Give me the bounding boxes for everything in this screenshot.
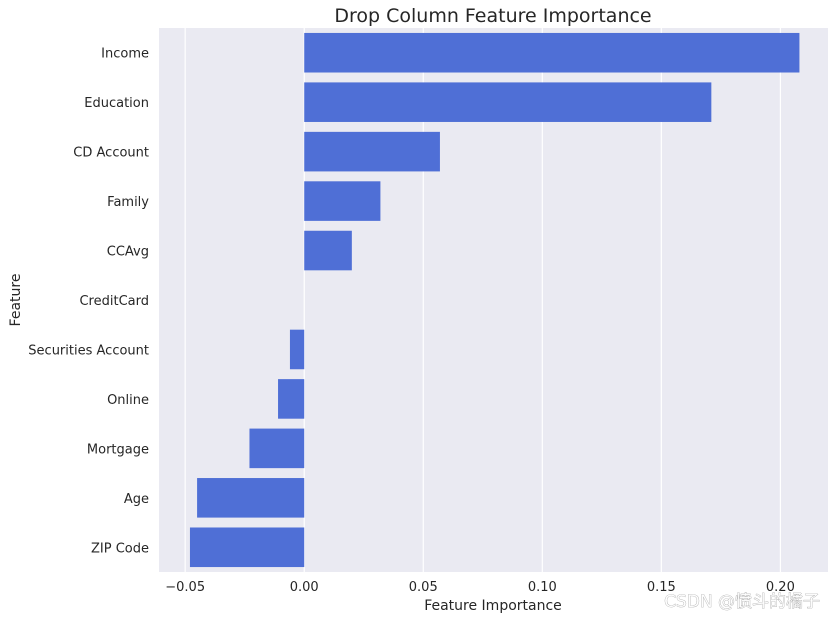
bar <box>304 32 800 73</box>
y-tick-label: Securities Account <box>28 343 149 358</box>
bar <box>249 428 305 469</box>
x-tick-label: 0.05 <box>409 580 438 595</box>
y-tick-label: Income <box>101 47 149 62</box>
y-tick-label: ZIP Code <box>91 541 149 556</box>
y-tick-labels: Income Education CD Account Family CCAvg Cred… <box>28 47 149 557</box>
y-axis-label: Feature <box>8 274 24 327</box>
bar <box>289 329 305 370</box>
bar <box>278 379 305 419</box>
bar <box>304 82 712 122</box>
x-axis-label: Feature Importance <box>424 598 562 614</box>
x-tick-label: 0.20 <box>766 580 795 595</box>
y-tick-label: Education <box>84 96 149 111</box>
bar <box>304 230 352 271</box>
y-tick-label: CD Account <box>73 146 149 161</box>
x-tick-labels: −0.05 0.00 0.05 0.10 0.15 0.20 <box>165 580 795 595</box>
bars <box>189 32 800 568</box>
bar <box>304 181 381 221</box>
x-tick-label: −0.05 <box>165 580 205 595</box>
chart-title: Drop Column Feature Importance <box>334 5 651 27</box>
y-tick-label: Family <box>107 195 149 210</box>
y-tick-label: CreditCard <box>79 294 149 309</box>
watermark: CSDN @愤斗的橘子 <box>664 592 820 612</box>
y-tick-label: Online <box>107 393 149 408</box>
y-tick-label: CCAvg <box>107 245 149 260</box>
x-tick-label: 0.15 <box>647 580 676 595</box>
y-tick-label: Mortgage <box>87 442 149 457</box>
x-tick-label: 0.10 <box>528 580 557 595</box>
bar <box>304 131 440 172</box>
bar <box>197 478 305 518</box>
y-tick-label: Age <box>124 492 149 507</box>
x-tick-label: 0.00 <box>290 580 319 595</box>
bar <box>189 527 305 568</box>
